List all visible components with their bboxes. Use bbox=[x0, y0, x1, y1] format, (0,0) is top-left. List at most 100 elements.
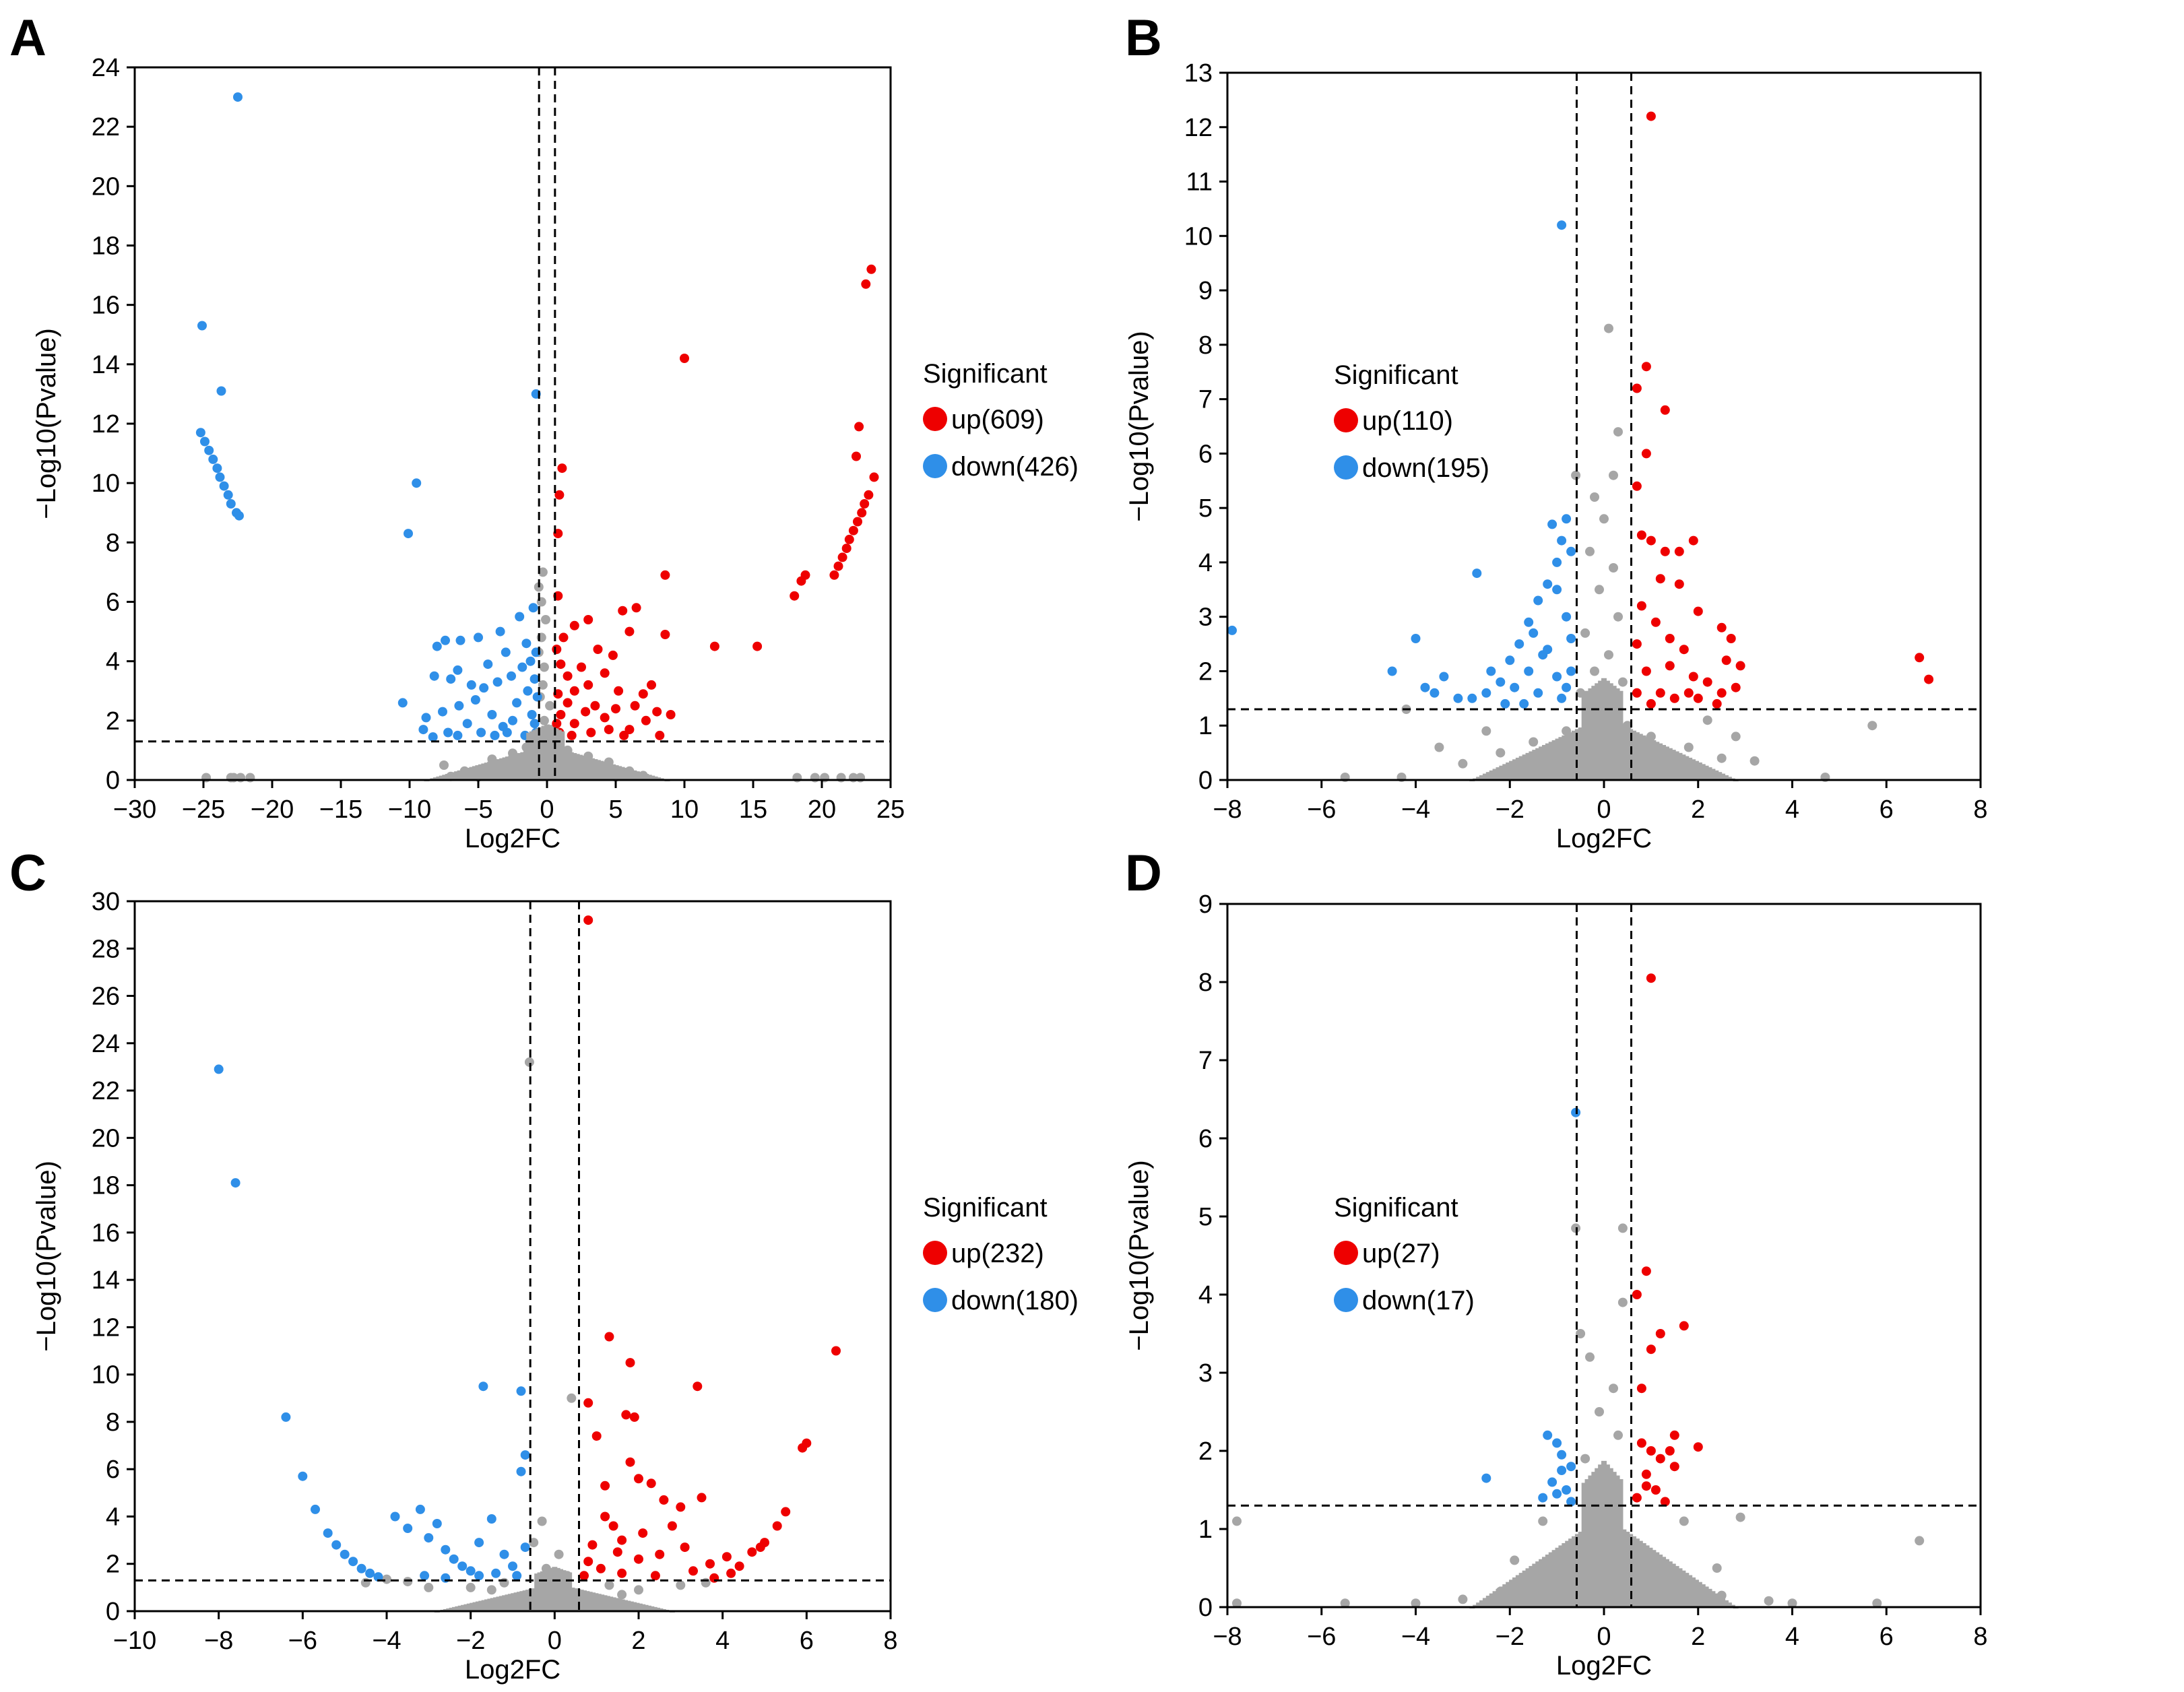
ns-density-bar bbox=[1693, 760, 1699, 780]
up-point bbox=[600, 1480, 610, 1491]
gray-point bbox=[604, 1580, 614, 1590]
up-point bbox=[833, 561, 843, 571]
ns-density-bar bbox=[552, 1567, 558, 1611]
ns-density-bar bbox=[1601, 678, 1607, 780]
ns-density-bar bbox=[511, 1593, 517, 1611]
down-point bbox=[1486, 666, 1496, 676]
ns-density-bar bbox=[1535, 1561, 1541, 1607]
ns-density-bar bbox=[1509, 1580, 1515, 1607]
legend-down-label: down(17) bbox=[1362, 1286, 1475, 1315]
ns-density-bar bbox=[465, 767, 472, 780]
up-point bbox=[1665, 634, 1675, 643]
up-point bbox=[1669, 693, 1679, 703]
y-tick-label: 0 bbox=[106, 767, 120, 795]
down-point bbox=[323, 1528, 333, 1538]
ns-density-bar bbox=[1634, 732, 1640, 780]
ns-density-bar bbox=[1631, 730, 1637, 780]
x-tick-label: −20 bbox=[251, 795, 294, 824]
down-point bbox=[479, 683, 489, 693]
gray-point bbox=[1571, 470, 1581, 480]
down-point bbox=[1543, 579, 1553, 589]
gray-point bbox=[1613, 1430, 1623, 1440]
up-point bbox=[619, 730, 629, 740]
ns-density-bar bbox=[590, 1592, 596, 1611]
up-point bbox=[1716, 688, 1727, 698]
ns-density-bar bbox=[1710, 1591, 1716, 1607]
ns-density-bar bbox=[575, 1589, 581, 1611]
ns-density-bar bbox=[1485, 772, 1491, 780]
up-point bbox=[1660, 1497, 1670, 1507]
points-c bbox=[214, 915, 841, 1611]
down-point bbox=[1562, 612, 1572, 622]
ns-density-bar bbox=[1624, 1532, 1630, 1607]
down-point bbox=[474, 1571, 484, 1581]
ns-density-bar bbox=[1578, 727, 1584, 780]
ns-density-bar bbox=[445, 773, 451, 780]
ns-density-bar bbox=[1548, 742, 1554, 780]
gray-point bbox=[465, 1582, 476, 1592]
up-point bbox=[721, 1552, 732, 1562]
up-point bbox=[647, 680, 656, 690]
y-tick-label: 7 bbox=[1198, 1047, 1213, 1075]
ns-density-bar bbox=[1650, 1550, 1657, 1607]
ns-density-bar bbox=[490, 760, 496, 780]
y-tick-label: 16 bbox=[92, 292, 120, 320]
x-tick-label: 2 bbox=[631, 1627, 645, 1655]
up-point bbox=[1641, 666, 1651, 676]
ns-density-bar bbox=[1661, 1557, 1667, 1607]
up-point bbox=[841, 544, 852, 554]
x-tick-label: −5 bbox=[463, 795, 492, 824]
x-tick-label: −2 bbox=[1496, 795, 1524, 824]
gray-point bbox=[1716, 753, 1727, 763]
y-tick-label: 1 bbox=[1198, 1516, 1213, 1544]
ns-density-bar bbox=[1506, 762, 1512, 780]
ns-density-bar bbox=[1591, 1472, 1597, 1607]
y-tick-label: 4 bbox=[1198, 1281, 1213, 1309]
down-point bbox=[487, 710, 497, 719]
up-point bbox=[857, 508, 867, 518]
ns-density-bar bbox=[1614, 688, 1620, 780]
ns-density-bar bbox=[525, 1590, 532, 1611]
down-point bbox=[429, 671, 439, 681]
ns-density-bar bbox=[442, 775, 448, 780]
y-tick-label: 0 bbox=[1198, 767, 1213, 795]
down-point bbox=[1387, 666, 1397, 676]
up-point bbox=[634, 1474, 643, 1484]
ns-density-bar bbox=[1492, 1591, 1498, 1607]
y-tick-label: 13 bbox=[1184, 59, 1213, 88]
ns-density-bar bbox=[1644, 737, 1650, 780]
down-point bbox=[1566, 1462, 1576, 1472]
ns-density-bar bbox=[505, 756, 511, 780]
up-point bbox=[638, 1528, 648, 1538]
x-tick-label: 8 bbox=[1973, 1623, 1987, 1651]
up-point bbox=[1632, 688, 1642, 698]
ns-density-bar bbox=[649, 1606, 655, 1611]
ns-density-cloud bbox=[1469, 1460, 1739, 1608]
ns-density-bar bbox=[1703, 765, 1709, 780]
ns-density-bar bbox=[640, 1604, 646, 1611]
ns-density-bar bbox=[584, 1591, 590, 1611]
down-point bbox=[1524, 617, 1534, 627]
y-tick-label: 2 bbox=[1198, 657, 1213, 686]
down-point bbox=[495, 626, 505, 637]
down-point bbox=[470, 695, 480, 705]
down-point bbox=[403, 1524, 413, 1533]
x-tick-label: −2 bbox=[456, 1627, 485, 1655]
up-point bbox=[660, 630, 670, 639]
y-tick-label: 22 bbox=[92, 1077, 120, 1105]
down-point bbox=[1519, 698, 1529, 709]
up-point bbox=[604, 1332, 614, 1342]
ns-density-bar bbox=[546, 1569, 552, 1611]
y-tick-label: 12 bbox=[92, 1313, 120, 1342]
gray-point bbox=[539, 662, 549, 672]
gray-point bbox=[1510, 1555, 1520, 1565]
ns-density-bar bbox=[1654, 742, 1660, 780]
ns-density-bar bbox=[505, 1594, 511, 1611]
ns-density-bar bbox=[1522, 1570, 1528, 1607]
ns-density-bar bbox=[1525, 1568, 1531, 1607]
up-point bbox=[593, 645, 603, 654]
down-point bbox=[486, 1514, 496, 1524]
ns-density-bar bbox=[1565, 734, 1571, 780]
up-point bbox=[554, 490, 565, 500]
down-point bbox=[1481, 688, 1491, 698]
